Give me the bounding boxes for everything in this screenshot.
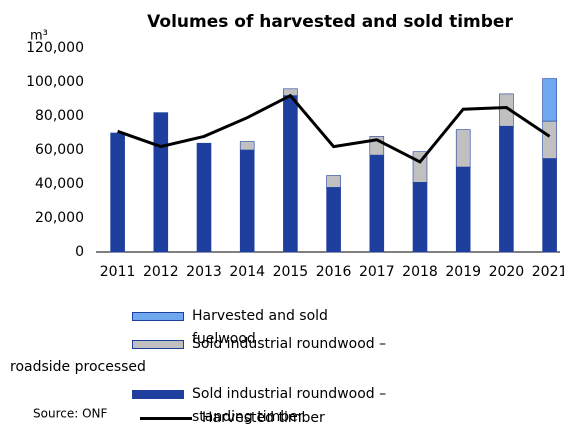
legend-item: Sold industrial roundwood – roadside pro… — [10, 333, 390, 379]
bar-segment — [239, 141, 255, 151]
x-tick-label: 2011 — [100, 264, 136, 280]
legend-item: Sold industrial roundwood – standing tim… — [132, 383, 392, 429]
bar-segment — [499, 93, 514, 127]
bar-segment — [326, 175, 341, 188]
bar-segment — [455, 129, 471, 168]
bar-segment — [196, 142, 212, 253]
y-tick-label: 120,000 — [26, 40, 84, 56]
bar-segment — [283, 95, 298, 253]
bar-segment — [239, 149, 255, 253]
y-tick-label: 100,000 — [26, 74, 84, 90]
x-tick-label: 2020 — [489, 264, 525, 280]
x-tick-label: 2014 — [229, 264, 265, 280]
legend-label: Harvested and sold fuelwood — [192, 308, 328, 347]
legend-label: Sold industrial roundwood – standing tim… — [192, 386, 387, 425]
bar-segment — [499, 125, 514, 253]
legend-swatch — [132, 312, 184, 321]
legend-label: Harvested timber — [202, 410, 325, 426]
y-unit: m³ — [30, 29, 48, 44]
bar-segment — [542, 120, 557, 159]
x-tick-label: 2012 — [143, 264, 179, 280]
y-tick-label: 60,000 — [35, 142, 84, 158]
x-tick-label: 2019 — [445, 264, 481, 280]
y-tick-label: 0 — [75, 244, 84, 260]
legend-item: Harvested timber — [132, 407, 392, 430]
x-tick-label: 2018 — [402, 264, 438, 280]
chart-title: Volumes of harvested and sold timber — [147, 12, 513, 32]
x-tick-label: 2015 — [273, 264, 309, 280]
bar-segment — [412, 182, 428, 253]
bar-segment — [455, 166, 471, 253]
y-tick-label: 80,000 — [35, 108, 84, 124]
x-tick-label: 2017 — [359, 264, 395, 280]
bar-segment — [542, 78, 557, 122]
x-tick-label: 2021 — [532, 264, 564, 280]
bar-segment — [110, 132, 125, 253]
line — [117, 93, 551, 164]
bar-segment — [542, 158, 557, 253]
y-tick-label: 20,000 — [35, 210, 84, 226]
x-tick-label: 2013 — [186, 264, 222, 280]
legend-swatch — [132, 340, 184, 349]
legend-label: Sold industrial roundwood – roadside pro… — [10, 336, 387, 375]
y-tick-label: 40,000 — [35, 176, 84, 192]
bar-segment — [153, 112, 169, 253]
x-tick-label: 2016 — [316, 264, 352, 280]
legend-swatch — [132, 390, 184, 399]
bar-segment — [326, 187, 341, 253]
source: Source: ONF — [33, 407, 107, 421]
legend-swatch — [140, 417, 192, 420]
bar-segment — [369, 154, 385, 253]
legend-item: Harvested and sold fuelwood — [132, 305, 392, 351]
